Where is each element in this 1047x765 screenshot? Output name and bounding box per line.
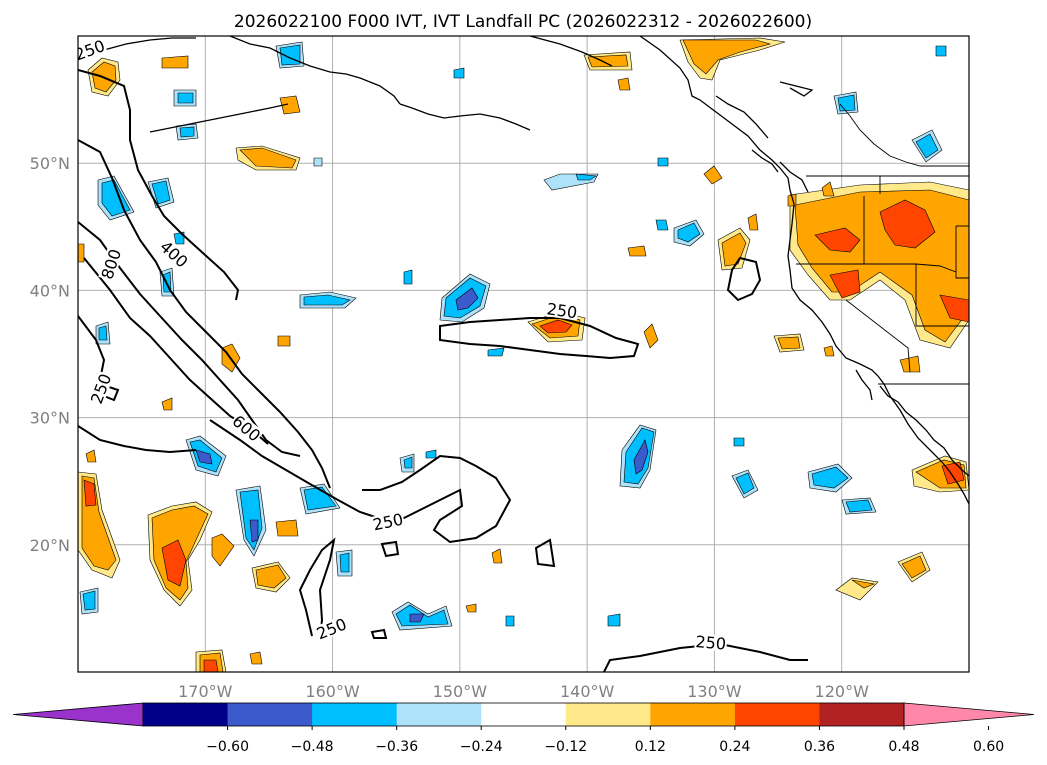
colorbar-label: −0.36 (375, 739, 418, 755)
colorbar-outline (142, 702, 905, 727)
contour-label: 250 (370, 510, 406, 534)
contour-label-bg (370, 510, 406, 533)
colorbar-segment (143, 703, 229, 726)
lon-label: 120°W (815, 682, 870, 701)
state-borders (796, 103, 969, 385)
colorbar-label: −0.24 (460, 739, 503, 755)
map-frame (77, 35, 970, 673)
contour-label: 250 (545, 299, 580, 322)
colorbar-segment (227, 703, 313, 726)
contour-label: 250 (694, 632, 728, 654)
ivt-contours (78, 69, 808, 672)
contour-label-text: 250 (695, 632, 727, 654)
contour-label-bg (694, 632, 728, 652)
map-background (78, 36, 969, 672)
lon-label: 160°W (305, 682, 360, 701)
contour-label-bg (87, 370, 114, 407)
colorbar-segment (312, 703, 398, 726)
contour-label-bg (78, 36, 108, 63)
latitude-labels: 20°N 30°N 40°N 50°N (30, 154, 70, 555)
colorbar-label: −0.12 (544, 739, 587, 755)
colorbar-label: −0.60 (206, 739, 249, 755)
longitude-labels: 170°W 160°W 150°W 140°W 130°W 120°W (178, 682, 869, 701)
lon-label: 140°W (560, 682, 615, 701)
contour-label: 800 (98, 246, 125, 282)
colorbar-extend-high (903, 702, 1035, 727)
colorbar-segment (819, 703, 905, 726)
colorbar-segment (650, 703, 736, 726)
colorbar-label: 0.12 (635, 739, 666, 755)
lon-label: 170°W (178, 682, 233, 701)
gridlines (78, 36, 969, 672)
colorbar-segment (734, 703, 820, 726)
colorbar-label: 0.24 (719, 739, 750, 755)
colorbar-extend-low (12, 702, 144, 727)
pc-shading-positive (78, 37, 969, 672)
figure-title: 2026022100 F000 IVT, IVT Landfall PC (20… (234, 12, 812, 32)
colorbar-label: 0.36 (804, 739, 835, 755)
lat-label: 30°N (30, 409, 70, 428)
colorbar-label: −0.48 (291, 739, 334, 755)
contour-label-bg (545, 300, 580, 321)
colorbar-segment (565, 703, 651, 726)
lat-label: 50°N (30, 154, 70, 173)
colorbar-label: 0.60 (973, 739, 1004, 755)
lat-label: 40°N (30, 281, 70, 300)
contour-label-bg (98, 246, 124, 282)
lat-label: 20°N (30, 536, 70, 555)
contour-label-bg (313, 615, 350, 642)
contour-label-text: 250 (546, 299, 579, 322)
colorbar: −0.60 −0.48 −0.36 −0.24 −0.12 0.12 0.24 0.36 0.4… (12, 702, 1035, 755)
contour-label-bg (229, 411, 265, 445)
lon-label: 150°W (433, 682, 488, 701)
colorbar-label: 0.48 (888, 739, 919, 755)
contour-label-bg (156, 237, 192, 271)
lon-label: 130°W (687, 682, 742, 701)
colorbar-segment (481, 703, 567, 726)
pc-shading-negative (79, 41, 947, 631)
colorbar-segment (396, 703, 482, 726)
